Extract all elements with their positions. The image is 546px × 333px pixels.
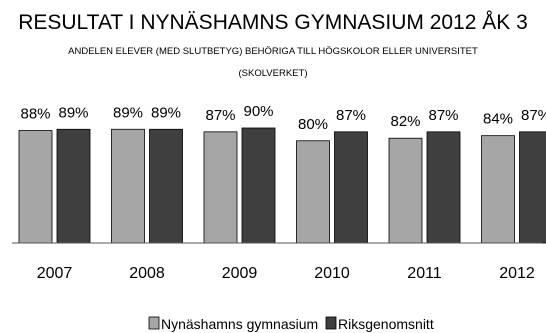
chart-subtitle-line1: ANDELEN ELEVER (MED SLUTBETYG) BEHÖRIGA … [68, 46, 478, 57]
data-label-nynashamn-2008: 89% [113, 104, 143, 121]
bar-nynashamn-2010 [296, 140, 330, 244]
chart-title: RESULTAT I NYNÄSHAMNS GYMNASIUM 2012 ÅK … [18, 11, 528, 34]
data-label-riksgenomsnitt-2009: 90% [243, 103, 273, 120]
chart-subtitle-line2: (SKOLVERKET) [239, 68, 308, 79]
bar-nynashamn-2011 [388, 137, 423, 244]
bar-riksgenomsnitt-2012 [519, 131, 546, 244]
legend: Nynäshamns gymnasium Riksgenomsnitt [148, 316, 434, 332]
x-tick-2008: 2008 [129, 265, 165, 282]
bar-nynashamn-2008 [111, 128, 145, 244]
x-tick-2011: 2011 [407, 265, 442, 282]
data-label-nynashamn-2007: 88% [20, 106, 50, 123]
data-label-riksgenomsnitt-2012: 87% [521, 107, 546, 124]
data-label-riksgenomsnitt-2008: 89% [151, 104, 181, 121]
x-tick-2009: 2009 [222, 265, 258, 282]
bar-riksgenomsnitt-2011 [426, 131, 461, 244]
legend-label-riksgenomsnitt: Riksgenomsnitt [338, 316, 434, 332]
x-tick-2012: 2012 [499, 265, 535, 282]
data-label-riksgenomsnitt-2011: 87% [428, 107, 458, 124]
data-label-nynashamn-2010: 80% [298, 116, 328, 133]
data-label-riksgenomsnitt-2007: 89% [58, 104, 88, 121]
x-tick-2007: 2007 [37, 265, 73, 282]
x-tick-group: 2007 2008 2009 2010 2011 2012 [37, 265, 535, 282]
data-label-riksgenomsnitt-2010: 87% [336, 107, 366, 124]
bar-riksgenomsnitt-2008 [149, 128, 183, 244]
bar-nynashamn-2012 [481, 135, 515, 244]
bar-riksgenomsnitt-2009 [241, 127, 276, 244]
bar-riksgenomsnitt-2010 [334, 131, 368, 244]
data-label-nynashamn-2012: 84% [483, 111, 513, 128]
x-tick-2010: 2010 [314, 265, 350, 282]
bar-nynashamn-2007 [18, 130, 53, 244]
data-label-nynashamn-2011: 82% [390, 113, 420, 130]
bar-group [18, 127, 546, 244]
legend-swatch-riksgenomsnitt [325, 316, 337, 330]
bar-nynashamn-2009 [203, 131, 238, 244]
data-label-group: 88% 89% 89% 89% 87% 90% 80% 87% 82% 87% 84% 87% [20, 103, 546, 133]
legend-label-nynashamn: Nynäshamns gymnasium [161, 316, 318, 332]
legend-swatch-nynashamn [148, 316, 160, 330]
bar-riksgenomsnitt-2007 [56, 128, 91, 244]
data-label-nynashamn-2009: 87% [205, 107, 235, 124]
